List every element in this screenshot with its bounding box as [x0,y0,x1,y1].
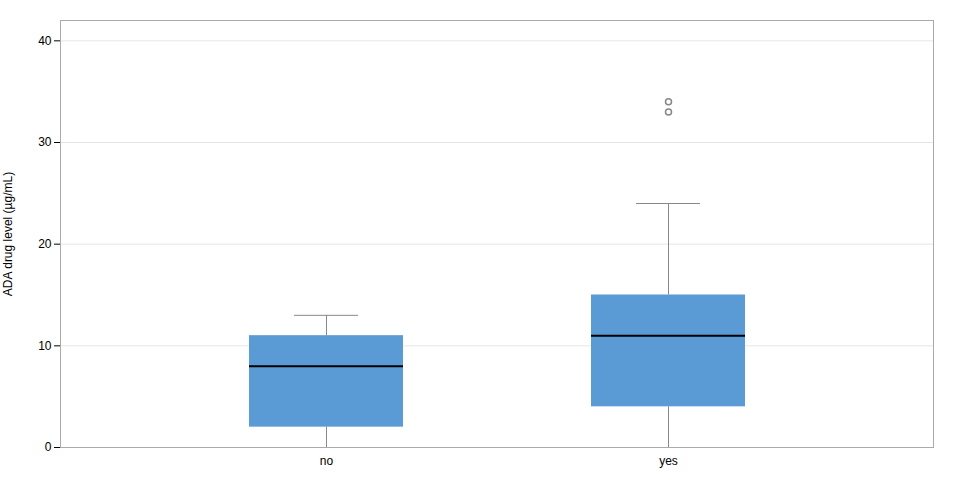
svg-text:no: no [320,454,334,468]
svg-text:40: 40 [38,34,52,48]
svg-text:10: 10 [38,339,52,353]
svg-text:30: 30 [38,135,52,149]
svg-text:0: 0 [45,440,52,454]
svg-text:20: 20 [38,237,52,251]
svg-text:ADA drug level (µg/mL): ADA drug level (µg/mL) [1,172,15,296]
svg-text:yes: yes [659,454,678,468]
